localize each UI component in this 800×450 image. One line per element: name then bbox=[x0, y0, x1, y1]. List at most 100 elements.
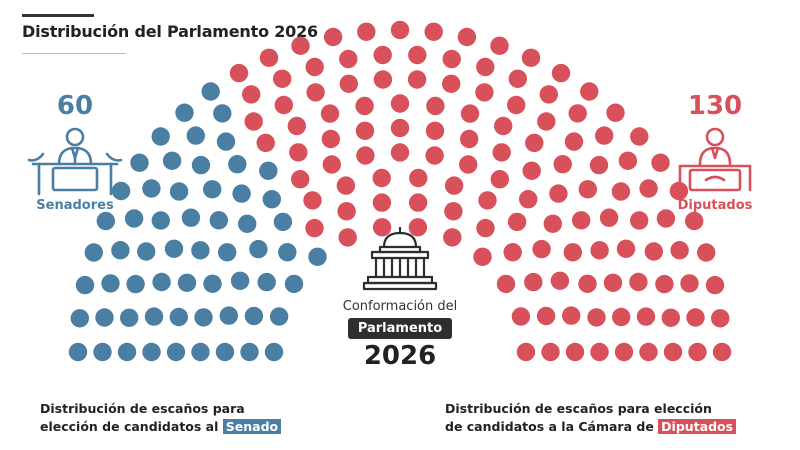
deputy-seat bbox=[457, 27, 477, 47]
deputy-seat bbox=[551, 63, 571, 83]
deputy-seat bbox=[539, 85, 558, 104]
deputy-seat bbox=[578, 180, 597, 199]
deputy-seat bbox=[256, 133, 275, 153]
senate-seat bbox=[201, 82, 220, 101]
senate-seat bbox=[84, 243, 104, 262]
senate-seat bbox=[169, 182, 189, 201]
deputy-seat bbox=[670, 241, 689, 260]
senate-seat bbox=[177, 273, 197, 292]
deputy-seat bbox=[338, 228, 357, 247]
deputy-seat bbox=[595, 126, 614, 145]
deputy-seat bbox=[572, 211, 591, 230]
senate-panel: 60 Senadores bbox=[20, 92, 130, 213]
deputy-seat bbox=[492, 143, 511, 162]
deputy-seat bbox=[564, 132, 584, 151]
deputy-seat bbox=[553, 155, 572, 174]
senate-seat bbox=[269, 307, 289, 326]
deputy-seat bbox=[712, 342, 732, 362]
deputies-caption-line1: Distribución de escaños para elección bbox=[445, 401, 712, 416]
senate-seat bbox=[142, 342, 161, 362]
deputy-seat bbox=[408, 193, 428, 212]
senate-seat bbox=[215, 342, 235, 362]
deputy-seat bbox=[511, 307, 531, 326]
deputy-seat bbox=[618, 151, 638, 170]
senate-seat bbox=[93, 342, 112, 362]
deputy-seat bbox=[655, 274, 674, 294]
senate-seat bbox=[284, 274, 304, 294]
senate-seat bbox=[152, 272, 171, 292]
senate-caption-text: elección de candidatos al bbox=[40, 419, 219, 434]
deputy-seat bbox=[507, 212, 527, 232]
deputy-seat bbox=[578, 274, 597, 293]
deputy-seat bbox=[274, 95, 293, 115]
top-rule bbox=[22, 14, 94, 17]
senate-seat bbox=[151, 211, 170, 230]
senate-seat bbox=[169, 307, 188, 327]
senate-seat bbox=[278, 243, 297, 262]
deputy-seat bbox=[425, 146, 444, 165]
deputy-seat bbox=[565, 342, 585, 362]
deputy-seat bbox=[475, 83, 494, 102]
deputy-seat bbox=[291, 36, 310, 55]
senate-seat bbox=[232, 184, 251, 203]
senate-seat bbox=[244, 306, 264, 326]
senate-seat bbox=[218, 243, 237, 262]
senate-caption-line2: elección de candidatos al Senado bbox=[40, 418, 360, 436]
senate-seat bbox=[95, 308, 114, 327]
senate-seat bbox=[186, 126, 205, 145]
senate-caption: Distribución de escaños para elección de… bbox=[40, 400, 360, 436]
deputy-seat bbox=[305, 218, 324, 238]
deputy-seat bbox=[320, 104, 340, 123]
senate-seat bbox=[257, 272, 276, 292]
senate-seat bbox=[166, 342, 186, 362]
senate-seat bbox=[142, 179, 161, 198]
deputy-seat bbox=[473, 247, 492, 266]
deputy-seat bbox=[372, 168, 391, 188]
deputy-seat bbox=[651, 153, 670, 172]
senate-seat bbox=[219, 306, 238, 325]
senate-seat bbox=[137, 242, 156, 261]
deputy-seat bbox=[563, 243, 582, 262]
deputy-seat bbox=[442, 49, 461, 69]
deputy-seat bbox=[355, 96, 374, 116]
deputy-seat bbox=[568, 104, 587, 123]
deputies-caption-line2: de candidatos a la Cámara de Diputados bbox=[445, 418, 785, 436]
deputy-seat bbox=[303, 191, 322, 210]
deputy-seat bbox=[443, 228, 462, 247]
deputy-seat bbox=[287, 116, 306, 136]
deputy-seat bbox=[339, 74, 358, 94]
deputy-seat bbox=[372, 218, 392, 237]
senate-seat bbox=[162, 151, 182, 170]
deputy-seat bbox=[444, 202, 463, 221]
senate-seat bbox=[181, 208, 201, 227]
deputy-seat bbox=[373, 70, 393, 89]
title-rule bbox=[22, 53, 126, 54]
senate-seat bbox=[75, 275, 95, 295]
deputies-highlight: Diputados bbox=[658, 419, 737, 434]
deputies-count: 130 bbox=[687, 91, 743, 121]
deputy-seat bbox=[639, 179, 658, 198]
deputy-seat bbox=[636, 307, 656, 326]
senate-seat bbox=[111, 181, 131, 201]
deputy-seat bbox=[525, 133, 544, 153]
deputy-seat bbox=[273, 69, 292, 89]
deputy-seat bbox=[503, 243, 522, 262]
deputy-seat bbox=[478, 191, 497, 210]
senate-seat bbox=[68, 342, 88, 362]
deputy-seat bbox=[289, 143, 308, 162]
deputy-seat bbox=[242, 85, 261, 104]
deputy-seat bbox=[373, 45, 392, 65]
deputy-seat bbox=[616, 239, 636, 258]
deputy-seat bbox=[444, 176, 464, 195]
senate-seat bbox=[238, 214, 257, 233]
deputy-seat bbox=[630, 127, 649, 146]
deputy-seat bbox=[355, 121, 375, 140]
deputy-seat bbox=[580, 82, 599, 101]
deputy-seat bbox=[680, 274, 699, 293]
deputy-seat bbox=[390, 143, 410, 162]
deputy-seat bbox=[543, 214, 562, 233]
deputy-seat bbox=[606, 103, 625, 122]
deputy-seat bbox=[599, 208, 619, 227]
deputy-seat bbox=[549, 184, 568, 203]
deputies-label: Diputados bbox=[677, 198, 753, 213]
